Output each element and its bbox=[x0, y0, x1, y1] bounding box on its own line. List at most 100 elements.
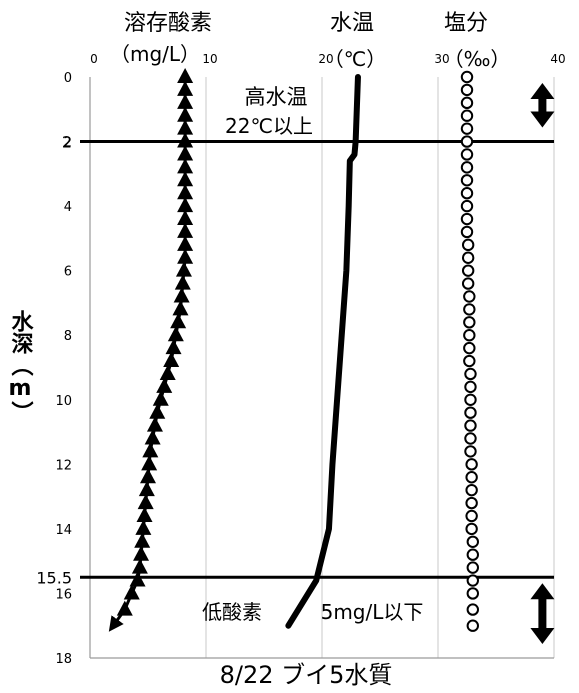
oxygen-point bbox=[149, 403, 166, 419]
salinity-point bbox=[464, 419, 477, 432]
range-arrow-head bbox=[530, 583, 555, 600]
salinity-point bbox=[464, 445, 477, 458]
reference-line-label: 15.5 bbox=[36, 568, 72, 587]
oxygen-point bbox=[135, 519, 152, 535]
oxygen-point bbox=[140, 468, 156, 484]
series-unit-oxygen: （mg/L） bbox=[110, 42, 200, 66]
series-unit-temperature: （℃） bbox=[324, 47, 386, 71]
oxygen-point bbox=[116, 600, 133, 616]
series-name-oxygen: 溶存酸素 bbox=[124, 11, 212, 36]
salinity-point bbox=[461, 251, 475, 264]
oxygen-point bbox=[177, 222, 194, 238]
y-tick-label: 8 bbox=[64, 329, 72, 344]
y-tick-label: 14 bbox=[55, 523, 72, 538]
series-unit-salinity: （‰） bbox=[444, 47, 511, 71]
salinity-point bbox=[460, 199, 474, 213]
x-tick-label: 0 bbox=[90, 52, 98, 66]
oxygen-point bbox=[144, 429, 161, 445]
y-tick-label: 16 bbox=[55, 587, 72, 602]
oxygen-point bbox=[177, 197, 194, 213]
oxygen-point bbox=[163, 352, 180, 368]
oxygen-point bbox=[177, 106, 194, 122]
oxygen-point bbox=[174, 274, 191, 290]
annotation-high-temp-2: 22℃以上 bbox=[225, 114, 313, 138]
series-layer bbox=[108, 68, 479, 632]
salinity-point bbox=[460, 122, 474, 135]
oxygen-point bbox=[177, 145, 194, 161]
y-tick-label: 18 bbox=[55, 652, 72, 667]
salinity-point bbox=[464, 393, 477, 406]
range-arrow-head bbox=[530, 628, 555, 644]
x-tick-label: 40 bbox=[550, 52, 565, 66]
salinity-point bbox=[465, 471, 478, 484]
oxygen-point bbox=[177, 210, 194, 226]
oxygen-point bbox=[177, 93, 194, 109]
oxygen-point bbox=[177, 132, 194, 148]
salinity-point bbox=[461, 277, 475, 290]
oxygen-point bbox=[137, 494, 154, 510]
oxygen-point bbox=[134, 532, 151, 548]
oxygen-point bbox=[165, 339, 182, 355]
axes bbox=[89, 77, 554, 659]
salinity-point bbox=[465, 496, 478, 510]
oxygen-point bbox=[177, 248, 194, 264]
salinity-point bbox=[466, 535, 479, 548]
x-tick-label: 10 bbox=[202, 52, 217, 66]
oxygen-point bbox=[173, 287, 190, 303]
salinity-point bbox=[463, 316, 476, 329]
salinity-point bbox=[464, 406, 477, 419]
range-arrow-head bbox=[530, 111, 555, 128]
salinity-point bbox=[460, 225, 474, 239]
salinity-point bbox=[463, 290, 476, 303]
salinity-point bbox=[465, 509, 478, 523]
oxygen-point bbox=[177, 80, 194, 96]
oxygen-point bbox=[129, 571, 146, 587]
oxygen-point bbox=[177, 235, 194, 251]
salinity-point bbox=[460, 70, 474, 84]
salinity-point bbox=[463, 341, 476, 355]
y-tick-label: 10 bbox=[55, 394, 72, 409]
oxygen-point bbox=[175, 261, 192, 277]
salinity-point bbox=[465, 458, 478, 471]
oxygen-point bbox=[177, 158, 194, 174]
salinity-point bbox=[466, 587, 479, 600]
y-tick-label: 2 bbox=[64, 136, 72, 151]
reference-lines bbox=[80, 83, 555, 644]
salinity-point bbox=[460, 135, 474, 148]
reference-line-label: 2 bbox=[62, 133, 72, 152]
oxygen-point bbox=[177, 171, 194, 187]
series-name-salinity: 塩分 bbox=[444, 11, 488, 36]
salinity-point bbox=[460, 187, 474, 200]
oxygen-point bbox=[177, 184, 194, 200]
oxygen-point bbox=[131, 558, 148, 574]
salinity-point bbox=[460, 212, 474, 226]
y-tick-label: 4 bbox=[64, 200, 72, 215]
annotation-low-oxygen-b: 5mg/L以下 bbox=[321, 600, 424, 624]
oxygen-point bbox=[167, 326, 184, 342]
oxygen-point bbox=[177, 68, 194, 83]
salinity-point bbox=[466, 574, 479, 587]
salinity-point bbox=[460, 174, 474, 187]
salinity-point bbox=[461, 238, 475, 252]
chart-title: 8/22 ブイ5水質 bbox=[220, 661, 393, 689]
oxygen-line bbox=[123, 77, 187, 611]
oxygen-point bbox=[172, 300, 189, 316]
salinity-point bbox=[460, 161, 474, 174]
oxygen-point bbox=[170, 313, 187, 329]
salinity-point bbox=[464, 380, 477, 394]
y-tick-label: 12 bbox=[55, 458, 72, 473]
salinity-point bbox=[463, 329, 476, 342]
salinity-point bbox=[463, 303, 476, 316]
salinity-point bbox=[460, 83, 474, 97]
oxygen-point bbox=[133, 545, 150, 561]
annotation-low-oxygen-a: 低酸素 bbox=[202, 600, 262, 624]
oxygen-point bbox=[123, 584, 140, 600]
y-tick-label: 0 bbox=[64, 71, 72, 86]
salinity-point bbox=[460, 148, 474, 161]
salinity-point bbox=[466, 561, 479, 574]
grid bbox=[89, 77, 555, 658]
oxygen-point bbox=[159, 364, 176, 380]
salinity-point bbox=[466, 619, 479, 632]
y-tick-label: 6 bbox=[64, 265, 72, 280]
